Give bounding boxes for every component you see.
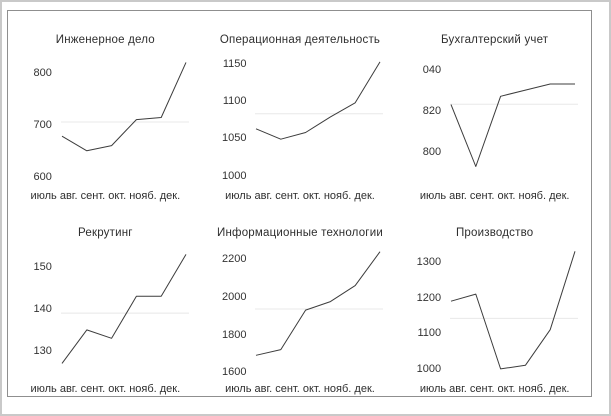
chart-title: Производство [455,227,534,239]
line-series [256,251,381,356]
line-series [451,251,576,370]
chart-cell-2: Бухгалтерский учет 040 820 800 июль авг. сен… [397,11,592,204]
line-series [61,254,187,364]
y-tick-label: 2200 [222,253,247,266]
y-tick-label: 040 [422,63,442,76]
chart-cell-0: Инженерное дело 800 700 600 июль авг. сент. … [8,11,203,204]
sparkline [60,62,189,152]
y-tick-label: 1600 [222,366,247,379]
y-tick-label: 600 [33,170,52,183]
plot-area: 1300 1200 1100 1000 [409,246,580,376]
chart-cell-5: Производство 1300 1200 1100 1000 июль авг. се… [397,204,592,397]
y-tick-label: 1300 [416,256,442,268]
plot-area: 040 820 800 [409,53,580,183]
plot-area: 150 140 130 [20,246,191,376]
chart-cell-3: Рекрутинг 150 140 130 июль авг. сент. окт. н… [8,204,203,397]
chart-title: Информационные технологии [217,227,383,239]
y-tick-label: 1800 [222,328,247,341]
y-tick-label: 1200 [416,291,442,304]
y-axis-labels: 1300 1200 1100 1000 [409,246,443,376]
plot-area: 800 700 600 [20,53,191,183]
x-axis-label: июль авг. сент. окт. нояб. дек. [30,383,181,395]
chart-cell-4: Информационные технологии 2200 2000 1800 160… [203,204,398,397]
y-tick-label: 800 [33,66,52,79]
y-tick-label: 140 [33,302,52,315]
chart-title: Инженерное дело [55,34,155,46]
chart-title: Рекрутинг [78,227,133,239]
y-tick-label: 130 [33,344,52,357]
sparkline [255,61,384,140]
y-axis-labels: 150 140 130 [20,246,54,376]
sparkline [60,254,189,364]
y-tick-label: 1000 [222,169,247,182]
chart-title: Операционная деятельность [219,34,381,46]
x-axis-label: июль авг. сент. окт. нояб. дек. [419,383,570,395]
y-tick-label: 1100 [417,327,442,340]
line-series [256,61,381,140]
x-axis-label: июль авг. сент. окт. нояб. дек. [225,383,375,395]
y-tick-label: 1050 [222,132,247,145]
sparkline [255,251,384,356]
y-tick-label: 700 [33,118,52,131]
y-axis-labels: 2200 2000 1800 1600 [214,246,248,379]
y-tick-label: 800 [422,146,442,158]
line-series [450,83,576,167]
line-series [61,62,187,152]
chart-cell-1: Операционная деятельность 1150 1100 1050 100… [203,11,398,204]
y-tick-label: 1100 [222,95,247,108]
charts-grid: Инженерное дело 800 700 600 июль авг. сент. … [8,11,592,397]
sparkline [450,251,579,370]
y-tick-label: 150 [33,261,52,273]
plot-area: 2200 2000 1800 1600 [214,246,385,379]
x-axis-label: июль авг. сент. окт. нояб. дек. [225,190,375,202]
sparkline [450,83,579,167]
y-axis-labels: 040 820 800 [409,53,443,183]
x-axis-label: июль авг. сент. окт. нояб. дек. [30,190,181,202]
y-axis-labels: 1150 1100 1050 1000 [214,53,248,183]
plot-area: 1150 1100 1050 1000 [214,53,385,183]
y-tick-label: 820 [422,104,442,117]
y-tick-label: 2000 [222,290,247,303]
y-tick-label: 1150 [222,58,247,71]
x-axis-label: июль авг. сент. окт. нояб. дек. [419,190,570,202]
y-axis-labels: 800 700 600 [20,53,54,183]
y-tick-label: 1000 [416,362,442,375]
chart-title: Бухгалтерский учет [441,34,549,46]
